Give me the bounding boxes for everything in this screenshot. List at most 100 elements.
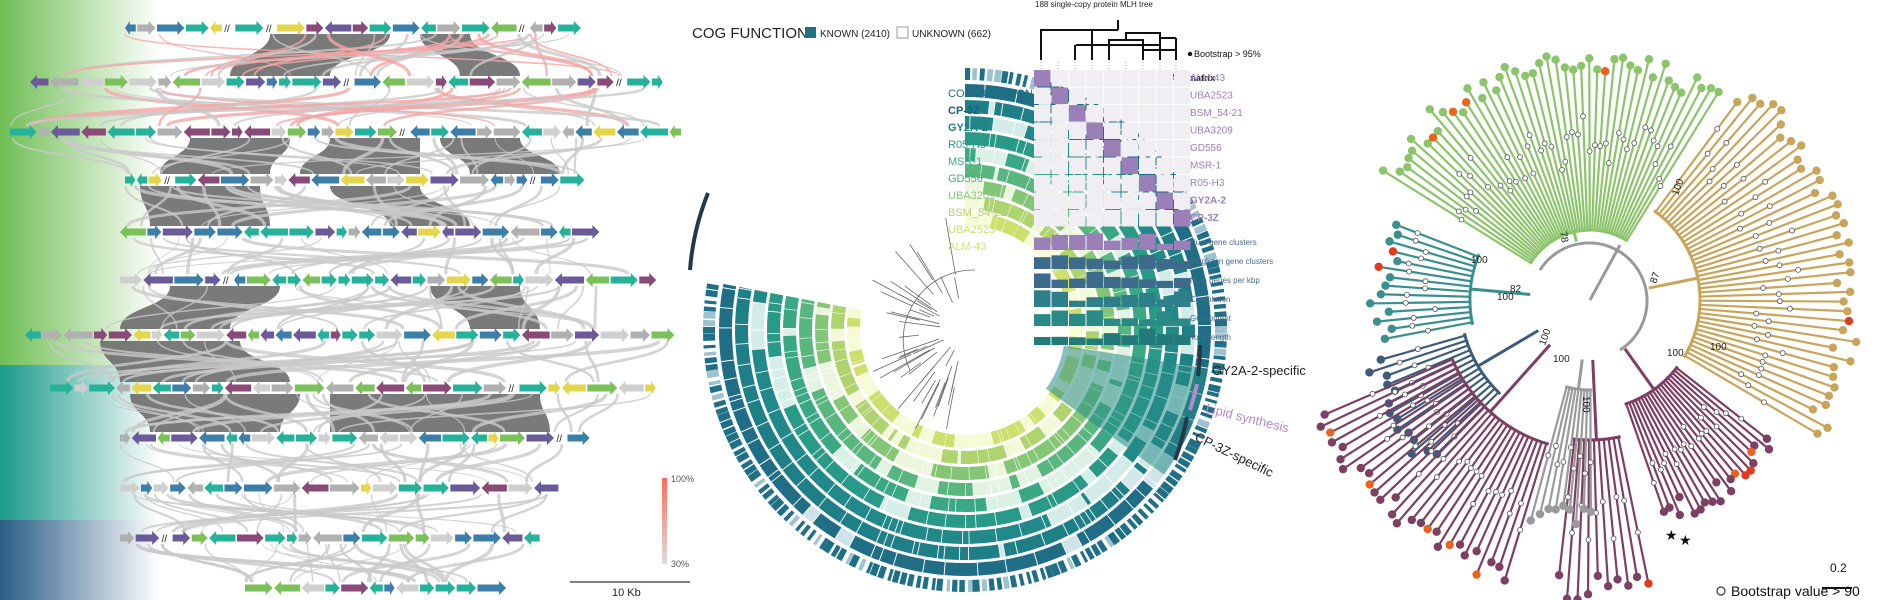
genome-ring-segment <box>926 511 946 527</box>
tree-branch <box>1389 240 1476 268</box>
cog-stripe <box>1015 73 1022 86</box>
tree-tip <box>1750 441 1759 450</box>
tree-tip <box>1832 231 1841 240</box>
genome-ring-segment <box>735 324 749 344</box>
cog-stripe <box>1143 503 1155 514</box>
gene-arrow <box>63 328 93 342</box>
ani-title: ANI matrix <box>1170 73 1215 83</box>
cog-stripe <box>1194 424 1208 434</box>
gene-arrow <box>247 328 259 342</box>
bootstrap-node <box>1766 219 1773 226</box>
tree-branch <box>1331 371 1460 444</box>
synteny-link <box>279 285 469 330</box>
gene-arrow <box>81 125 106 139</box>
gene-arrow <box>42 328 62 342</box>
clade-stem <box>1591 359 1598 440</box>
genome-ring-segment <box>871 545 884 561</box>
genome-ring-segment <box>1117 324 1131 335</box>
genome-ring-segment <box>828 387 845 401</box>
synteny-link <box>522 87 645 127</box>
gene-arrow <box>534 481 559 495</box>
tree-tip <box>1777 106 1786 115</box>
gene-arrow <box>448 75 469 89</box>
genome-ring-segment <box>722 283 737 290</box>
gene-arrow <box>321 273 337 287</box>
tree-tip <box>1461 98 1471 107</box>
bootstrap-node <box>1428 438 1435 445</box>
genome-ring-segment <box>948 498 956 512</box>
genome-ring-segment <box>1069 333 1083 337</box>
tree-branch <box>1619 76 1699 238</box>
synteny-link <box>133 493 516 533</box>
genome-ring-segment <box>1027 413 1038 425</box>
synteny-link <box>149 237 228 275</box>
stat-bar <box>1121 277 1138 288</box>
gene-arrow <box>220 173 250 187</box>
stat-bar <box>1034 237 1051 250</box>
tree-tip <box>1559 501 1568 511</box>
ani-cell <box>1174 175 1191 192</box>
dendro-branch <box>916 300 932 310</box>
gene-arrow <box>332 431 358 445</box>
bootstrap-node <box>1713 409 1720 416</box>
synteny-link <box>321 33 530 77</box>
cog-stripe <box>993 69 1003 83</box>
synteny-band-blue <box>0 520 160 600</box>
genome-ring-segment <box>841 474 870 500</box>
genome-ring-segment <box>815 342 830 351</box>
cog-stripe <box>1057 559 1068 574</box>
bootstrap-node <box>1530 170 1537 177</box>
genome-ring-segment <box>895 520 904 534</box>
gene-arrow <box>265 531 286 545</box>
tree-tip <box>1812 166 1821 175</box>
synteny-link <box>101 340 577 383</box>
tree-branch <box>1686 179 1821 251</box>
tree-tip <box>1381 281 1390 290</box>
ani-matrix: ALM-43UBA2523BSM_54-21UBA3209GD556MSR-1R… <box>1034 70 1243 227</box>
synteny-link <box>471 393 608 433</box>
tree-tip <box>1364 468 1374 478</box>
genome-ring-segment <box>881 424 895 440</box>
gene-arrow <box>238 431 251 445</box>
ani-cell <box>1034 157 1051 174</box>
tree-branch <box>1659 383 1736 475</box>
identity-legend-max: 100% <box>671 474 694 484</box>
cog-stripe <box>972 579 980 592</box>
synteny-link <box>359 33 409 77</box>
cog-stripe <box>922 576 929 590</box>
cog-stripe <box>1044 565 1054 579</box>
tree-tip <box>1832 278 1842 288</box>
tree-tip <box>1664 76 1673 85</box>
bootstrap-node <box>1597 143 1604 150</box>
contig-break: // <box>508 384 514 395</box>
contig-break: // <box>556 434 562 445</box>
genome-ring-segment <box>1195 296 1211 326</box>
genome-ring-segment <box>980 164 996 180</box>
gene-arrow <box>224 481 243 495</box>
tree-tip <box>1593 65 1602 74</box>
gene-arrow <box>435 581 456 595</box>
genome-ring-segment <box>994 507 1022 526</box>
tree-tip <box>1460 551 1469 560</box>
ani-cell <box>1104 70 1121 87</box>
genome-ring-segment <box>1069 323 1083 334</box>
gene-arrow <box>211 381 224 395</box>
cog-stripe <box>703 351 717 357</box>
synteny-link <box>11 137 129 175</box>
synteny-link <box>155 87 221 127</box>
genome-ring-segment <box>755 371 773 391</box>
genome-ring-segment <box>812 513 842 539</box>
gene-arrow <box>108 328 132 342</box>
genome-ring-segment <box>937 545 945 559</box>
mlh-tree <box>1040 20 1177 70</box>
genome-ring-segment <box>815 395 829 405</box>
gene-arrow <box>294 381 325 395</box>
gene-arrow <box>437 21 461 35</box>
genome-ring-segment <box>862 430 876 444</box>
cog-stripe <box>1214 326 1227 334</box>
bootstrap-node <box>1620 136 1627 143</box>
gene-arrow <box>191 531 208 545</box>
stat-bar <box>1156 280 1173 288</box>
tree-branch <box>1428 108 1546 248</box>
cog-stripe <box>795 520 806 532</box>
